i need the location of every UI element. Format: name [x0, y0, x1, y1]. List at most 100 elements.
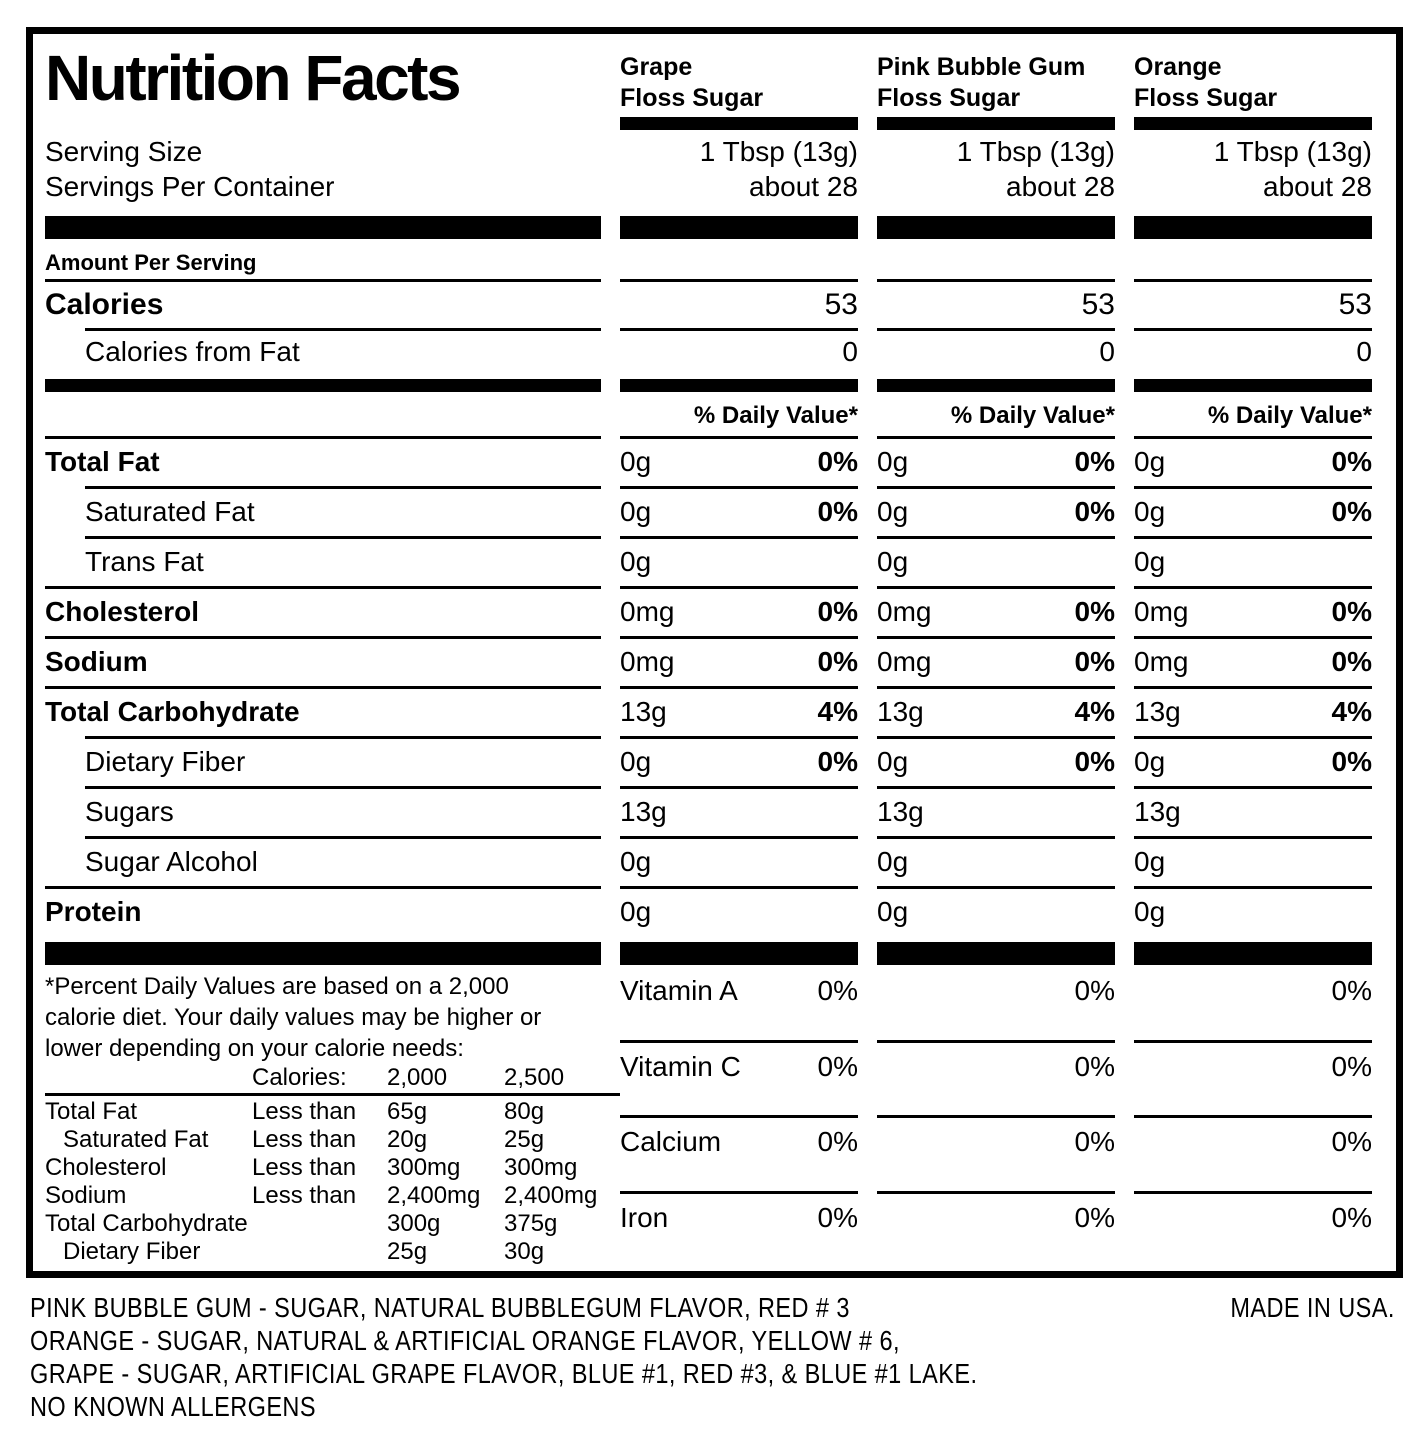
nutrient-value-cell: 0g	[877, 836, 1115, 886]
nutrient-amount: 0mg	[877, 596, 932, 627]
spacer	[45, 397, 601, 436]
section-bar	[877, 216, 1115, 239]
footnote-line: lower depending on your calorie needs:	[45, 1035, 464, 1062]
footnote-row-v2000: 65g	[387, 1098, 428, 1125]
section-bar	[620, 216, 858, 239]
vitamin-dv: 0%	[877, 1190, 1115, 1267]
nutrient-amount: 0g	[620, 896, 652, 927]
vitamins-table: Vitamin A 0% 0% 0% Vitamin C 0% 0% 0% Calc…	[620, 967, 1372, 1266]
nutrient-value-cell: 0g 0%	[620, 736, 858, 786]
footnote-table: Calories: 2,000 2,500 Total Fat Less tha…	[45, 1064, 620, 1266]
footnote-row-label: Total Carbohydrate	[45, 1210, 248, 1237]
vitamin-dv: 0%	[1134, 1190, 1372, 1267]
nutrient-value-cell: 0mg 0%	[877, 636, 1115, 686]
vitamin-label: Vitamin C	[620, 1050, 741, 1082]
footnote-row-v2000: 20g	[387, 1126, 428, 1153]
product-name-line: Grape	[620, 53, 693, 81]
nutrient-amount: 0mg	[620, 646, 675, 677]
footnote-row-qualifier: Less than	[252, 1154, 357, 1181]
footnote-row-v2000: 300mg	[387, 1154, 461, 1181]
section-bar	[1134, 379, 1372, 392]
footnote-row-label: Cholesterol	[45, 1154, 167, 1181]
ingredient-line: GRAPE - SUGAR, ARTIFICIAL GRAPE FLAVOR, …	[30, 1358, 978, 1389]
servings-per-container-label: Servings Per Container	[45, 171, 335, 202]
nutrient-label: Protein	[45, 886, 601, 936]
header-divider-bar	[620, 117, 858, 130]
nutrient-value-cell: 13g	[1134, 786, 1372, 836]
section-bar	[45, 942, 601, 965]
nutrient-amount: 0g	[1134, 846, 1166, 877]
nutrient-value-cell: 0g 0%	[877, 436, 1115, 486]
footnote-row-label: Dietary Fiber	[63, 1238, 201, 1265]
nutrient-amount: 0mg	[877, 646, 932, 677]
bottom-section: *Percent Daily Values are based on a 2,0…	[33, 965, 1396, 1266]
column-header-grape: Grape Floss Sugar	[620, 40, 858, 114]
nutrient-value-cell: 0mg 0%	[620, 636, 858, 686]
nutrient-dv: 0%	[817, 646, 858, 677]
serving-size-label: Serving Size	[45, 136, 203, 167]
footnote-row-v2000: 25g	[387, 1238, 428, 1265]
section-bar	[620, 942, 858, 965]
vitamin-dv: 0%	[1074, 975, 1115, 1006]
nutrient-amount: 13g	[620, 796, 667, 827]
made-in-text: MADE IN USA.	[1230, 1292, 1395, 1323]
calories-from-fat-label: Calories from Fat	[85, 328, 601, 374]
ingredient-line: ORANGE - SUGAR, NATURAL & ARTIFICIAL ORA…	[30, 1325, 900, 1356]
footnote-col-2500: 2,500	[504, 1064, 565, 1091]
nutrient-label: Sodium	[45, 636, 601, 686]
nutrient-dv: 0%	[1074, 646, 1115, 677]
servings-count-value: about 28	[749, 171, 858, 202]
nutrient-label: Total Fat	[45, 436, 601, 486]
nutrition-facts-panel: Nutrition Facts Grape Floss Sugar Pink B…	[26, 27, 1403, 1278]
nutrient-value-cell: 0g 0%	[877, 486, 1115, 536]
nutrient-dv: 0%	[1331, 646, 1372, 677]
nutrient-value-cell: 0g	[877, 536, 1115, 586]
nutrient-amount: 13g	[877, 796, 924, 827]
nutrient-amount: 0mg	[1134, 596, 1189, 627]
footnote-row-label: Saturated Fat	[63, 1126, 209, 1153]
nutrient-value-cell: 0g	[1134, 836, 1372, 886]
column-header-orange: Orange Floss Sugar	[1134, 40, 1372, 114]
nutrient-amount: 0g	[1134, 746, 1166, 777]
nutrient-dv: 0%	[1331, 746, 1372, 777]
footnote-row-v2500: 80g	[504, 1098, 545, 1125]
vitamin-label: Vitamin A	[620, 975, 738, 1006]
amount-per-serving-label: Amount Per Serving	[45, 250, 257, 275]
vitamin-dv: 0%	[817, 1050, 858, 1082]
nutrient-amount: 13g	[1134, 796, 1181, 827]
calories-value: 53	[877, 279, 1115, 328]
nutrient-amount: 0g	[877, 546, 909, 577]
servings-count-value: about 28	[1263, 171, 1372, 202]
vitamin-dv: 0%	[1134, 1115, 1372, 1191]
product-name-line: Floss Sugar	[1134, 84, 1278, 112]
calories-from-fat-value: 0	[877, 328, 1115, 374]
footnote-row-v2000: 2,400mg	[387, 1182, 481, 1209]
spacer	[45, 1064, 252, 1092]
spacer	[620, 245, 858, 279]
nutrient-value-cell: 0mg 0%	[1134, 586, 1372, 636]
nutrient-value-cell: 0g 0%	[1134, 736, 1372, 786]
nutrient-value-cell: 0g	[1134, 886, 1372, 936]
nutrient-value-cell: 0g	[1134, 536, 1372, 586]
nutrient-value-cell: 0g	[620, 886, 858, 936]
nutrient-amount: 0g	[620, 846, 652, 877]
nutrient-value-cell: 0g 0%	[1134, 436, 1372, 486]
footnote-row-qualifier: Less than	[252, 1126, 357, 1153]
nutrient-dv: 0%	[1074, 496, 1115, 527]
nutrient-value-cell: 0g	[877, 886, 1115, 936]
serving-values-grape: 1 Tbsp (13g) about 28	[620, 132, 858, 210]
nutrient-value-cell: 0mg 0%	[877, 586, 1115, 636]
serving-size-value: 1 Tbsp (13g)	[699, 136, 858, 167]
calories-value: 53	[1134, 279, 1372, 328]
nutrient-label: Dietary Fiber	[85, 736, 601, 786]
footnote-row-qualifier	[252, 1238, 387, 1266]
nutrient-dv: 0%	[817, 496, 858, 527]
nutrient-value-cell: 0mg 0%	[620, 586, 858, 636]
vitamin-cell: Iron 0%	[620, 1190, 858, 1267]
spacer	[877, 245, 1115, 279]
nutrient-value-cell: 0g 0%	[1134, 486, 1372, 536]
product-name-line: Floss Sugar	[620, 84, 764, 112]
nutrient-amount: 0g	[1134, 446, 1166, 477]
nutrient-dv: 4%	[1074, 696, 1115, 727]
nutrient-amount: 0g	[877, 446, 909, 477]
